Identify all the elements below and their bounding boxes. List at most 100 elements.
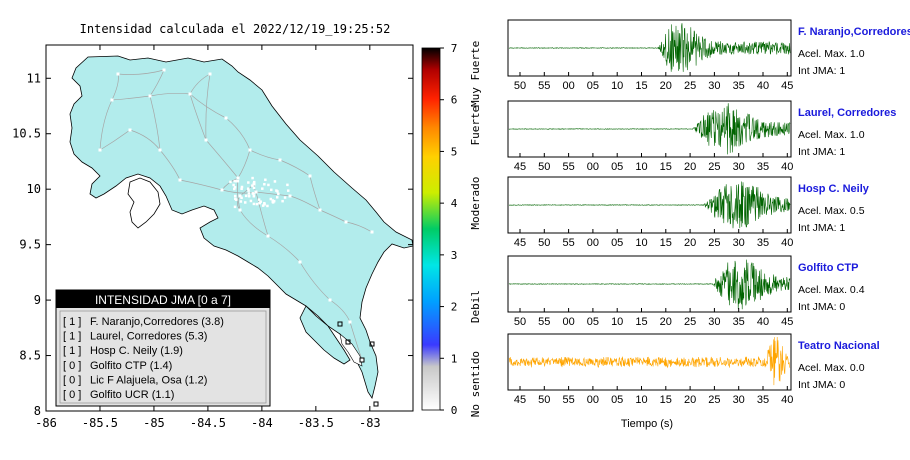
waveform-tick-label: 10 bbox=[635, 394, 647, 406]
town-marker bbox=[247, 194, 251, 198]
station-intensity: Int JMA: 1 bbox=[798, 222, 845, 234]
waveform-tick-label: 40 bbox=[781, 394, 793, 406]
town-marker bbox=[261, 204, 265, 207]
road bbox=[349, 321, 363, 361]
legend-level: [ 1 ] bbox=[63, 316, 81, 328]
waveform-tick-label: 35 bbox=[757, 394, 769, 406]
waveform-tick-label: 25 bbox=[708, 394, 720, 406]
road bbox=[299, 261, 331, 301]
waveform-trace bbox=[508, 103, 791, 155]
town-marker bbox=[251, 192, 255, 195]
town-markers bbox=[98, 68, 374, 362]
waveform-panel: 45 50 55 00 05 10 15 20 25 30 35 40 Laurel, Corredor… bbox=[507, 100, 896, 173]
waveform-tick-label: 30 bbox=[733, 237, 745, 249]
colorbar-tick-label: 7 bbox=[451, 42, 458, 55]
road bbox=[111, 95, 151, 101]
town-marker bbox=[246, 187, 250, 190]
town-marker bbox=[248, 148, 252, 152]
town-marker bbox=[288, 194, 292, 198]
town-marker bbox=[188, 92, 192, 96]
legend-label: Lic F Alajuela, Osa (1.2) bbox=[90, 374, 207, 386]
road bbox=[225, 117, 251, 151]
map-y-tick-label: 10 bbox=[27, 182, 41, 196]
town-marker bbox=[252, 182, 256, 186]
colorbar-tick-label: 6 bbox=[451, 94, 458, 107]
station-marker bbox=[359, 357, 365, 363]
town-marker bbox=[283, 196, 287, 199]
road bbox=[159, 149, 181, 181]
town-marker bbox=[264, 178, 267, 182]
nicoya-gulf bbox=[127, 177, 161, 229]
road bbox=[99, 129, 131, 151]
town-marker bbox=[328, 298, 332, 302]
town-marker bbox=[158, 148, 162, 152]
waveform-tick-label: 00 bbox=[562, 316, 574, 328]
station-accel: Acel. Max. 0.4 bbox=[798, 284, 865, 296]
waveform-tick-label: 20 bbox=[660, 316, 672, 328]
waveform-tick-label: 35 bbox=[757, 237, 769, 249]
town-marker bbox=[224, 116, 228, 120]
road bbox=[279, 159, 311, 177]
colorbar-category: Moderado bbox=[469, 177, 482, 230]
station-name: Laurel, Corredores bbox=[798, 107, 896, 119]
station-intensity: Int JMA: 1 bbox=[798, 65, 845, 77]
legend-inner bbox=[59, 310, 267, 404]
map-title: Intensidad calculada el 2022/12/19_19:25… bbox=[79, 22, 391, 36]
station-markers bbox=[337, 321, 379, 407]
intensity-legend: INTENSIDAD JMA [0 a 7] [ 1 ] F. Naranjo,C… bbox=[55, 289, 271, 407]
road bbox=[237, 149, 251, 179]
waveform-tick-label: 55 bbox=[562, 161, 574, 173]
map-y-tick-label: 9.5 bbox=[19, 238, 41, 252]
waveform-tick-label: 40 bbox=[757, 316, 769, 328]
town-marker bbox=[257, 198, 261, 201]
road bbox=[345, 221, 373, 233]
waveform-tick-label: 45 bbox=[514, 161, 526, 173]
station-marker bbox=[373, 401, 379, 407]
legend-level: [ 0 ] bbox=[63, 374, 81, 386]
town-marker bbox=[286, 183, 289, 187]
waveform-tick-label: 25 bbox=[684, 316, 696, 328]
town-marker bbox=[247, 189, 250, 192]
waveform-tick-label: 50 bbox=[538, 161, 550, 173]
road bbox=[189, 93, 207, 141]
town-marker bbox=[238, 194, 242, 198]
station-name: Golfito CTP bbox=[798, 262, 859, 274]
station-accel: Acel. Max. 0.5 bbox=[798, 205, 865, 217]
waveform-trace bbox=[509, 181, 791, 229]
waveform-tick-label: 55 bbox=[562, 237, 574, 249]
road bbox=[319, 209, 347, 223]
road bbox=[205, 73, 211, 141]
town-marker bbox=[178, 178, 182, 182]
waveform-tick-label: 50 bbox=[538, 394, 550, 406]
town-marker bbox=[233, 187, 236, 191]
waveform-tick-label: 10 bbox=[635, 237, 647, 249]
map-x-tick-label: -85 bbox=[143, 416, 165, 430]
road bbox=[189, 93, 227, 119]
waveform-trace bbox=[508, 336, 791, 386]
waveform-tick-label: 05 bbox=[611, 161, 623, 173]
legend-label: Laurel, Corredores (5.3) bbox=[90, 331, 207, 343]
waveform-tick-label: 55 bbox=[562, 394, 574, 406]
waveform-panel: 45 50 55 00 05 10 15 20 25 30 35 40 Teatro Nacional A… bbox=[507, 333, 880, 406]
town-marker bbox=[251, 176, 254, 180]
waveform-tick-label: 10 bbox=[611, 316, 623, 328]
town-marker bbox=[286, 189, 290, 192]
waveform-tick-label: 45 bbox=[514, 394, 526, 406]
town-marker bbox=[233, 186, 237, 189]
town-marker bbox=[204, 138, 208, 142]
waveform-tick-label: 45 bbox=[781, 316, 793, 328]
waveform-tick-label: 25 bbox=[684, 80, 696, 92]
colorbar-category: No sentido bbox=[469, 351, 482, 417]
legend-level: [ 1 ] bbox=[63, 345, 81, 357]
map-x-tick-label: -84 bbox=[251, 416, 273, 430]
waveform-tick-label: 05 bbox=[587, 80, 599, 92]
town-marker bbox=[236, 179, 240, 183]
town-marker bbox=[249, 199, 253, 203]
waveform-tick-label: 05 bbox=[587, 316, 599, 328]
waveform-tick-label: 15 bbox=[635, 80, 647, 92]
waveform-xlabel: Tiempo (s) bbox=[621, 418, 673, 430]
town-marker bbox=[255, 202, 259, 206]
town-marker bbox=[233, 194, 237, 198]
legend-label: Hosp C. Neily (1.9) bbox=[90, 345, 183, 357]
